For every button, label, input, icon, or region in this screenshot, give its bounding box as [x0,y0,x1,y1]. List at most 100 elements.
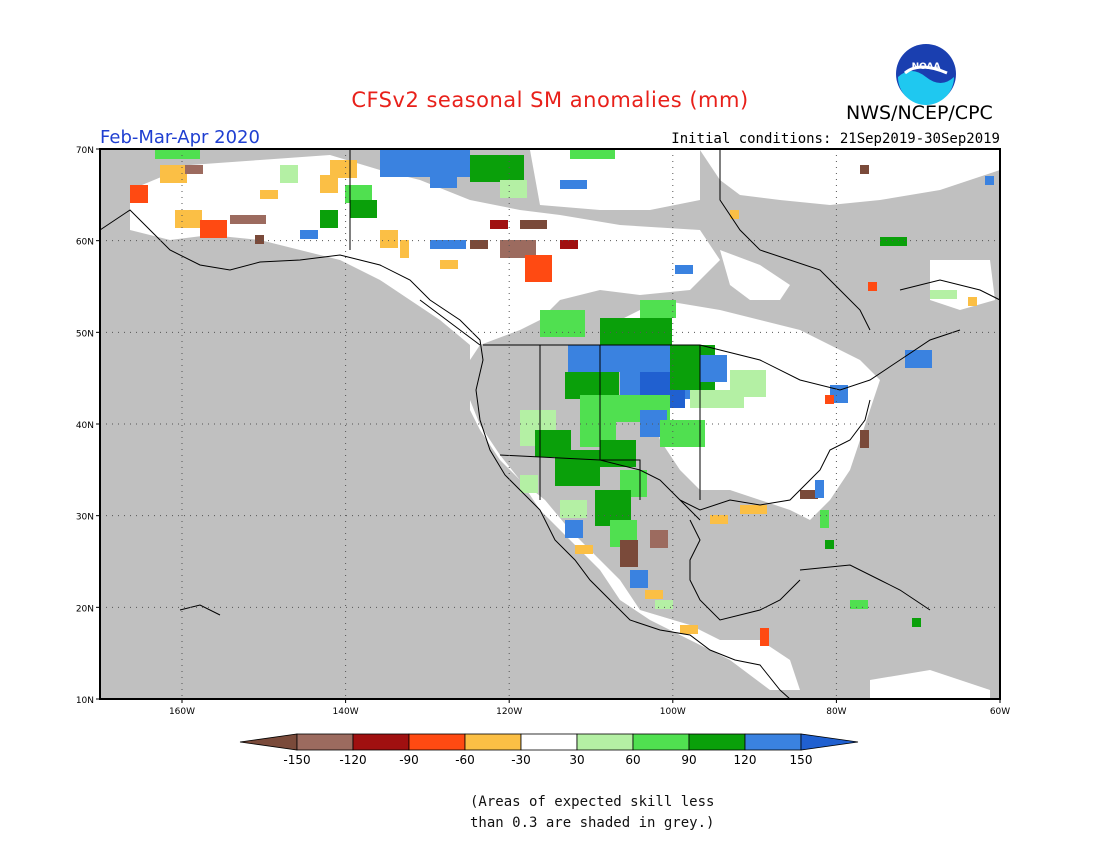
anomaly-cell [620,558,629,567]
anomaly-cell [649,428,658,437]
anomaly-cell [555,459,564,468]
anomaly-cell [389,239,398,248]
anomaly-cell [591,459,600,468]
anomaly-cell [583,372,592,381]
anomaly-cell [625,395,634,404]
anomaly-cell [627,327,636,336]
anomaly-cell [638,479,647,488]
anomaly-cell [506,155,515,164]
anomaly-cell [555,477,564,486]
anomaly-cell [627,336,636,345]
anomaly-cell [169,165,178,174]
anomaly-cell [968,297,977,306]
anomaly-cell [649,300,658,309]
lat-label: 70N [76,146,94,156]
anomaly-cell [329,184,338,193]
legend-label: -30 [511,753,531,767]
anomaly-cell [749,505,758,514]
anomaly-cell [339,169,348,178]
anomaly-cell [425,159,434,168]
anomaly-cell [194,165,203,174]
anomaly-cell [255,235,264,244]
anomaly-cell [139,185,148,194]
anomaly-cell [499,220,508,229]
anomaly-cell [309,230,318,239]
anomaly-cell [647,354,656,363]
anomaly-cell [634,395,643,404]
anomaly-cell [239,215,248,224]
anomaly-cell [506,164,515,173]
anomaly-cell [650,539,659,548]
anomaly-cell [830,385,839,394]
anomaly-cell [580,404,589,413]
anomaly-cell [629,354,638,363]
anomaly-cell [592,390,601,399]
anomaly-cell [730,210,739,219]
anomaly-cell [588,150,597,159]
anomaly-cell [520,220,529,229]
anomaly-cell [574,381,583,390]
legend-arrow-high [800,733,859,751]
anomaly-cell [656,345,665,354]
anomaly-cell [905,359,914,368]
anomaly-cell [604,508,613,517]
anomaly-cell [583,390,592,399]
coast-line [99,209,791,700]
anomaly-cell [634,404,643,413]
anomaly-cell [706,345,715,354]
anomaly-cell [629,540,638,549]
anomaly-cell [700,364,709,373]
anomaly-cell [363,185,372,194]
anomaly-cell [610,372,619,381]
anomaly-cell [923,359,932,368]
anomaly-cell [525,255,534,264]
anomaly-cell [620,470,629,479]
anomaly-cell [610,529,619,538]
anomaly-cell [547,419,556,428]
anomaly-cell [670,363,679,372]
anomaly-cell [184,219,193,228]
lat-label: 60N [76,238,94,248]
anomaly-cell [580,413,589,422]
anomaly-cell [175,219,184,228]
anomaly-cell [348,160,357,169]
anomaly-cell [560,240,569,249]
anomaly-cell [600,458,609,467]
legend-label: -90 [399,753,419,767]
anomaly-cell [622,490,631,499]
anomaly-cell [609,318,618,327]
anomaly-cell [416,159,425,168]
anomaly-cell [529,428,538,437]
anomaly-cell [425,150,434,159]
anomaly-cell [839,385,848,394]
coast-line [679,399,871,511]
anomaly-cell [658,410,667,419]
anomaly-cell [595,508,604,517]
anomaly-cell [730,370,739,379]
anomaly-cell [661,404,670,413]
anomaly-cell [638,354,647,363]
anomaly-cell [509,240,518,249]
anomaly-cell [573,477,582,486]
skill-note-line-1: (Areas of expected skill less [470,794,715,810]
anomaly-cell [595,490,604,499]
anomaly-cell [730,388,739,397]
anomaly-cell [604,354,613,363]
anomaly-cell [515,173,524,182]
anomaly-cell [860,439,869,448]
anomaly-cell [598,413,607,422]
anomaly-cell [564,450,573,459]
anomaly-cell [898,237,907,246]
anomaly-cell [538,410,547,419]
anomaly-cell [830,394,839,403]
anomaly-cell [613,363,622,372]
anomaly-cell [620,354,629,363]
anomaly-cell [534,273,543,282]
anomaly-cell [368,209,377,218]
anomaly-cell [880,237,889,246]
anomaly-cell [569,500,578,509]
anomaly-cell [667,390,676,399]
anomaly-cell [680,625,689,634]
anomaly-cell [578,180,587,189]
anomaly-cell [577,354,586,363]
